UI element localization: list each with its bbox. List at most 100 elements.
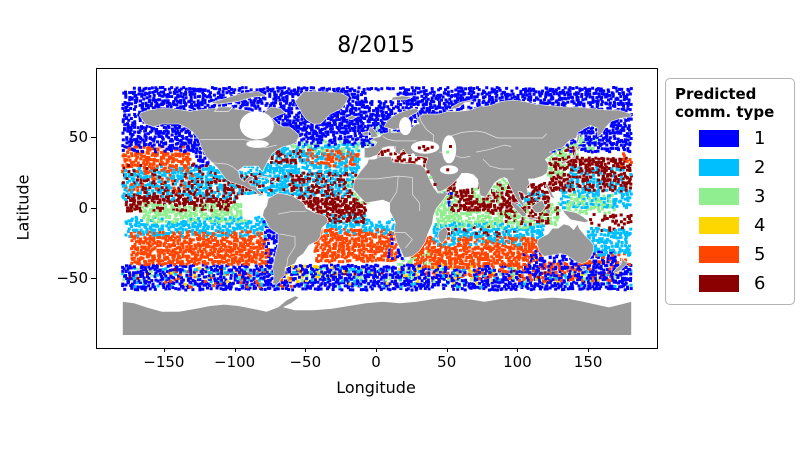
chart-title: 8/2015 [337, 33, 415, 58]
lake [239, 111, 274, 140]
landmass [560, 146, 583, 166]
x-tick-mark [517, 348, 519, 352]
legend-label: 4 [754, 215, 766, 236]
country-border [279, 233, 296, 268]
x-tick-mark [376, 348, 377, 352]
x-tick-label: 0 [371, 353, 381, 371]
legend-swatch [699, 188, 739, 205]
legend-swatch [699, 159, 739, 176]
country-border [389, 176, 399, 204]
legend-label: 2 [754, 157, 766, 178]
legend-label: 5 [754, 244, 766, 265]
country-border [417, 109, 434, 143]
country-border [448, 130, 547, 139]
legend-entry: 2 [675, 153, 788, 182]
landmass [294, 91, 349, 125]
landmass [530, 199, 546, 213]
landmass [122, 295, 632, 336]
inland-sea-point [422, 145, 426, 148]
legend-title: Predicted comm. type [675, 85, 775, 121]
x-tick-mark [446, 348, 448, 352]
landmass [545, 182, 556, 199]
legend-label: 3 [754, 186, 766, 207]
landmass [352, 156, 450, 259]
x-tick-label: 50 [437, 353, 457, 371]
landmass [526, 216, 539, 221]
inland-sea-point [429, 176, 433, 179]
x-tick-mark [234, 348, 236, 352]
landmass [545, 208, 552, 215]
legend-entries: 1 2 3 4 5 6 [675, 124, 788, 298]
landmass [511, 201, 528, 218]
landmass [488, 195, 494, 201]
y-tick-label: 50 [68, 128, 88, 147]
inland-sea-point [430, 145, 434, 149]
x-tick-mark [163, 348, 165, 352]
landmass [580, 266, 587, 271]
y-axis-label: Latitude [13, 174, 33, 241]
x-tick-label: 150 [573, 353, 603, 371]
landmass [272, 180, 280, 184]
landmass [390, 95, 413, 101]
landmass [256, 175, 273, 180]
inland-sea-point [433, 183, 437, 186]
x-tick-label: −50 [289, 353, 322, 371]
inland-sea-point [423, 148, 427, 152]
inland-sea-point [446, 150, 450, 154]
legend-entry: 5 [675, 240, 788, 269]
landmass [364, 99, 632, 208]
y-tick-label: 0 [78, 198, 88, 217]
legend-entry: 4 [675, 211, 788, 240]
inland-sea-point [449, 145, 452, 148]
landmass [209, 91, 267, 105]
inland-sea-point [446, 168, 450, 172]
landmass [139, 108, 300, 199]
x-tick-mark [305, 348, 307, 352]
legend-entry: 1 [675, 124, 788, 153]
y-tick-mark [91, 137, 96, 139]
landmass [214, 106, 234, 112]
landmass [437, 226, 448, 244]
legend-entry: 6 [675, 269, 788, 298]
landmass [368, 126, 379, 139]
country-border [439, 151, 471, 159]
landmass [345, 115, 358, 120]
inland-sea-point [426, 147, 430, 151]
plot-area [96, 68, 658, 349]
landmass [450, 99, 474, 111]
legend-swatch [699, 130, 739, 147]
country-border [211, 162, 241, 173]
x-tick-label: 100 [503, 353, 532, 371]
landmass [362, 130, 369, 136]
landmass [562, 209, 590, 223]
landmass [536, 223, 594, 264]
inland-sea-point [417, 146, 421, 150]
country-border [382, 136, 417, 142]
legend-swatch [699, 275, 739, 292]
x-tick-label: −100 [213, 353, 256, 371]
lake [442, 135, 457, 164]
y-tick-label: −50 [56, 268, 88, 287]
country-border [394, 232, 413, 249]
landmass [612, 257, 629, 274]
x-axis-label: Longitude [336, 378, 416, 397]
legend-entry: 3 [675, 182, 788, 211]
y-tick-mark [91, 207, 96, 209]
legend-label: 1 [754, 128, 766, 149]
legend: Predicted comm. type 1 2 3 4 5 6 [665, 78, 795, 305]
country-border [277, 210, 307, 215]
lake [399, 117, 412, 136]
landmass [576, 133, 581, 144]
country-border [482, 158, 515, 170]
x-tick-label: −150 [143, 353, 185, 371]
legend-swatch [699, 217, 739, 234]
country-border [475, 144, 512, 153]
legend-label: 6 [754, 273, 766, 294]
x-tick-mark [588, 348, 590, 352]
legend-swatch [699, 246, 739, 263]
world-map [122, 91, 632, 336]
country-border [412, 177, 420, 212]
country-border [353, 175, 413, 180]
country-border [200, 139, 277, 149]
